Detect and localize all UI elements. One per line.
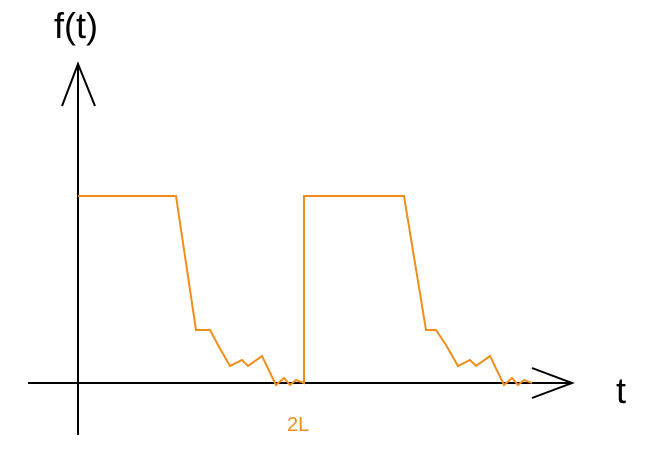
x-axis-arrowhead [531,367,575,399]
x-axis [28,367,575,399]
x-axis-label: t [616,370,626,411]
y-axis [61,61,96,435]
y-axis-arrowhead [61,61,96,107]
signal-waveform [78,195,533,387]
period-marker-label: 2L [287,414,309,436]
y-axis-label: f(t) [54,5,98,46]
